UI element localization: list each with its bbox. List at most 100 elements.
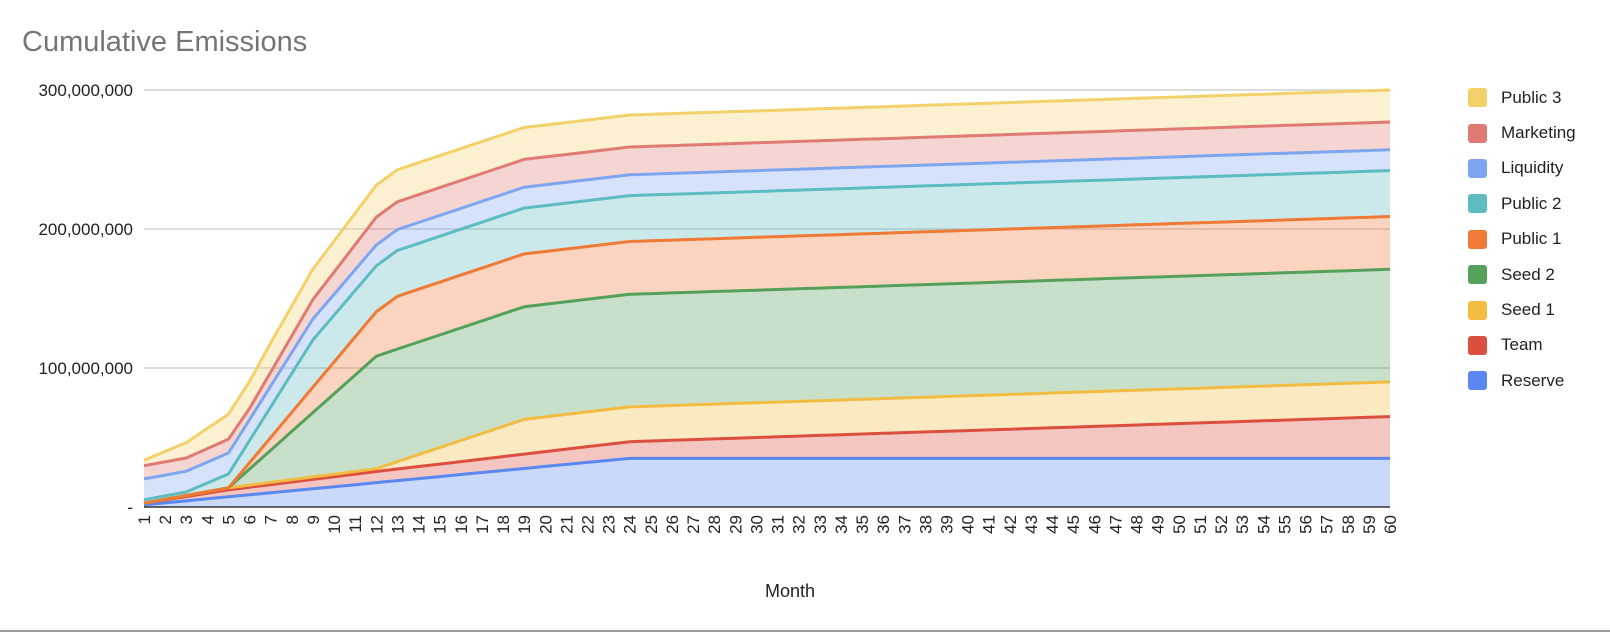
- x-tick-label: 8: [283, 515, 302, 524]
- legend-item-seed-2: Seed 2: [1468, 257, 1576, 292]
- x-tick-label: 40: [959, 515, 978, 534]
- legend-swatch: [1468, 371, 1487, 391]
- legend-item-public-2: Public 2: [1468, 186, 1576, 221]
- x-tick-label: 41: [980, 515, 999, 534]
- x-tick-label: 60: [1381, 515, 1400, 534]
- x-tick-label: 5: [220, 515, 239, 524]
- x-tick-label: 45: [1064, 515, 1083, 534]
- legend-label: Public 1: [1501, 229, 1562, 249]
- x-tick-label: 1: [135, 515, 154, 524]
- y-tick-label: -: [127, 498, 133, 517]
- x-tick-label: 24: [621, 515, 640, 534]
- x-tick-label: 34: [832, 515, 851, 534]
- line-liquidity: [143, 148, 1391, 481]
- legend-label: Reserve: [1501, 370, 1565, 390]
- line-seed-1: [143, 380, 1391, 505]
- x-tick-label: 28: [705, 515, 724, 534]
- x-tick-label: 29: [726, 515, 745, 534]
- x-tick-label: 23: [600, 515, 619, 534]
- line-seed-2: [143, 267, 1391, 505]
- x-tick-label: 31: [769, 515, 788, 534]
- x-tick-label: 38: [916, 515, 935, 534]
- x-tick-label: 44: [1043, 515, 1062, 534]
- legend-item-marketing: Marketing: [1468, 115, 1576, 150]
- x-tick-label: 56: [1297, 515, 1316, 534]
- area-team: [144, 416, 1390, 505]
- legend-swatch: [1468, 194, 1487, 214]
- legend-item-public-3: Public 3: [1468, 80, 1576, 115]
- x-tick-label: 18: [494, 515, 513, 534]
- x-tick-label: 58: [1339, 515, 1358, 534]
- x-tick-label: 16: [452, 515, 471, 534]
- area-seed-1: [144, 381, 1390, 504]
- x-tick-label: 32: [790, 515, 809, 534]
- x-tick-label: 57: [1318, 515, 1337, 534]
- legend-swatch: [1468, 123, 1487, 143]
- x-tick-label: 39: [938, 515, 957, 534]
- x-tick-label: 35: [853, 515, 872, 534]
- x-tick-label: 4: [198, 515, 217, 524]
- line-public-3: [143, 88, 1391, 462]
- legend-label: Public 3: [1501, 87, 1562, 107]
- legend-swatch: [1468, 88, 1487, 108]
- x-tick-label: 30: [747, 515, 766, 534]
- x-tick-label: 9: [304, 515, 323, 524]
- x-tick-label: 10: [325, 515, 344, 534]
- x-tick-label: 14: [410, 515, 429, 534]
- legend-label: Team: [1501, 335, 1543, 355]
- area-reserve: [144, 458, 1390, 507]
- line-marketing: [143, 120, 1391, 468]
- area-seed-2: [144, 269, 1390, 504]
- legend-swatch: [1468, 265, 1487, 285]
- x-tick-label: 52: [1212, 515, 1231, 534]
- x-tick-label: 53: [1233, 515, 1252, 534]
- x-tick-label: 42: [1001, 515, 1020, 534]
- legend-label: Liquidity: [1501, 158, 1564, 178]
- line-reserve: [143, 456, 1390, 507]
- legend-label: Seed 1: [1501, 300, 1555, 320]
- legend-item-team: Team: [1468, 328, 1576, 363]
- area-public-2: [144, 170, 1390, 504]
- x-tick-label: 6: [241, 515, 260, 524]
- x-tick-label: 20: [536, 515, 555, 534]
- legend-swatch: [1468, 335, 1487, 355]
- x-tick-label: 43: [1022, 515, 1041, 534]
- chart-title: Cumulative Emissions: [22, 26, 308, 58]
- legend-item-liquidity: Liquidity: [1468, 151, 1576, 186]
- x-tick-label: 33: [811, 515, 830, 534]
- x-tick-label: 46: [1085, 515, 1104, 534]
- x-tick-label: 19: [515, 515, 534, 534]
- legend-swatch: [1468, 229, 1487, 249]
- x-tick-label: 17: [473, 515, 492, 534]
- x-tick-label: 21: [557, 515, 576, 534]
- x-tick-label: 22: [579, 515, 598, 534]
- x-tick-label: 48: [1128, 515, 1147, 534]
- x-tick-label: 13: [388, 515, 407, 534]
- x-tick-label: 27: [684, 515, 703, 534]
- x-tick-label: 3: [177, 515, 196, 524]
- x-tick-label: 25: [642, 515, 661, 534]
- chart-legend: Public 3 Marketing Liquidity Public 2 Public…: [1468, 80, 1576, 399]
- y-tick-label: 200,000,000: [38, 220, 133, 239]
- y-tick-label: 100,000,000: [38, 359, 133, 378]
- line-team: [143, 415, 1391, 505]
- legend-label: Public 2: [1501, 193, 1562, 213]
- x-tick-label: 15: [431, 515, 450, 534]
- x-tick-label: 55: [1275, 515, 1294, 534]
- area-public-1: [144, 216, 1390, 504]
- x-tick-label: 49: [1149, 515, 1168, 534]
- legend-swatch: [1468, 300, 1487, 320]
- x-axis-label: Month: [764, 581, 816, 601]
- y-tick-label: 300,000,000: [38, 81, 133, 100]
- x-tick-label: 7: [262, 515, 281, 524]
- x-tick-label: 59: [1360, 515, 1379, 534]
- x-tick-label: 51: [1191, 515, 1210, 534]
- legend-item-reserve: Reserve: [1468, 363, 1576, 398]
- legend-swatch: [1468, 158, 1487, 178]
- line-public-2: [143, 169, 1391, 502]
- x-tick-label: 26: [663, 515, 682, 534]
- legend-label: Seed 2: [1501, 264, 1555, 284]
- line-public-1: [143, 215, 1391, 505]
- bottom-divider: [0, 630, 1610, 632]
